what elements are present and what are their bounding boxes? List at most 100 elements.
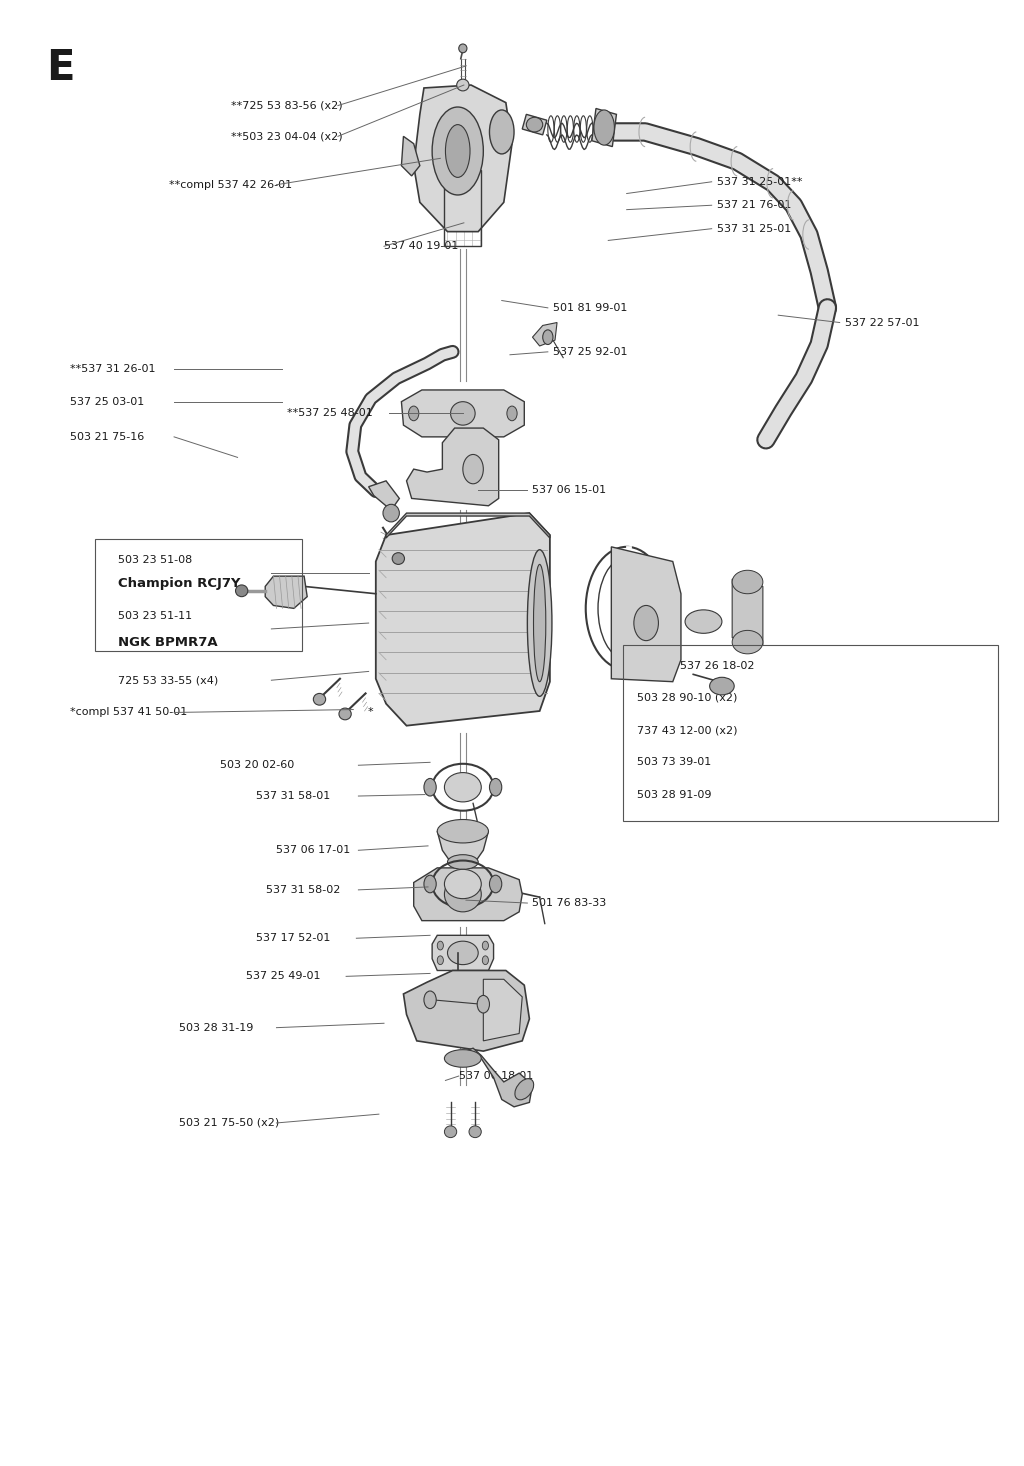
Bar [95,539,302,651]
Polygon shape [401,136,420,176]
Polygon shape [265,576,307,608]
Text: 537 06 17-01: 537 06 17-01 [276,846,351,855]
Text: E: E [46,47,75,89]
Text: 503 28 91-09: 503 28 91-09 [637,790,712,799]
Ellipse shape [437,819,488,843]
Ellipse shape [457,79,469,91]
Text: 537 31 25-01: 537 31 25-01 [717,224,792,233]
Text: 737 43 12-00 (x2): 737 43 12-00 (x2) [637,726,737,734]
Polygon shape [407,428,499,506]
Ellipse shape [432,107,483,195]
Text: NGK BPMR7A: NGK BPMR7A [118,636,217,648]
Text: **725 53 83-56 (x2): **725 53 83-56 (x2) [231,101,343,110]
Polygon shape [432,935,494,970]
Ellipse shape [482,956,488,965]
Ellipse shape [463,454,483,484]
Text: 503 23 51-08: 503 23 51-08 [118,556,193,564]
Ellipse shape [534,564,546,682]
Ellipse shape [409,406,419,421]
Text: 537 25 49-01: 537 25 49-01 [246,972,321,981]
Ellipse shape [685,610,722,633]
Ellipse shape [469,1126,481,1138]
Text: *: * [368,708,374,717]
Ellipse shape [732,570,763,594]
Text: 537 31 58-01: 537 31 58-01 [256,792,331,800]
Text: 537 21 76-01: 537 21 76-01 [717,201,792,210]
Polygon shape [611,547,681,682]
Text: 537 06 15-01: 537 06 15-01 [532,485,606,494]
Text: **compl 537 42 26-01: **compl 537 42 26-01 [169,180,292,189]
Ellipse shape [437,941,443,950]
Text: 503 28 31-19: 503 28 31-19 [179,1023,254,1032]
Ellipse shape [447,941,478,965]
Text: 537 31 58-02: 537 31 58-02 [266,885,341,894]
Text: 537 22 57-01: 537 22 57-01 [845,318,920,327]
Polygon shape [483,979,522,1041]
Text: 537 25 03-01: 537 25 03-01 [70,397,144,406]
Ellipse shape [236,585,248,597]
Ellipse shape [482,941,488,950]
Text: 725 53 33-55 (x4): 725 53 33-55 (x4) [118,676,218,685]
Text: **503 23 04-04 (x2): **503 23 04-04 (x2) [231,132,343,141]
Polygon shape [414,85,512,232]
Ellipse shape [339,708,351,720]
Text: 537 31 25-01**: 537 31 25-01** [717,177,802,186]
Polygon shape [592,108,616,147]
Polygon shape [522,114,547,135]
Text: **537 31 26-01: **537 31 26-01 [70,365,155,374]
Text: *compl 537 41 50-01: *compl 537 41 50-01 [70,708,187,717]
Polygon shape [444,1048,532,1107]
Ellipse shape [489,778,502,796]
Text: 537 06 18-01: 537 06 18-01 [459,1072,534,1080]
Ellipse shape [459,44,467,53]
Polygon shape [386,513,550,538]
Ellipse shape [444,869,481,899]
Text: 537 17 52-01: 537 17 52-01 [256,934,331,943]
Ellipse shape [447,855,478,869]
Text: **537 25 48-01: **537 25 48-01 [287,409,373,418]
Polygon shape [532,323,557,346]
Text: *compl 537 26 18-02: *compl 537 26 18-02 [637,661,755,670]
Text: 503 21 75-16: 503 21 75-16 [70,432,144,441]
Ellipse shape [424,991,436,1009]
Polygon shape [376,513,550,726]
Ellipse shape [392,553,404,564]
Polygon shape [403,970,529,1051]
Ellipse shape [489,110,514,154]
Ellipse shape [515,1079,534,1100]
Polygon shape [401,390,524,437]
Ellipse shape [732,630,763,654]
Ellipse shape [507,406,517,421]
Text: Champion RCJ7Y: Champion RCJ7Y [118,578,241,589]
Text: 503 28 90-10 (x2): 503 28 90-10 (x2) [637,693,737,702]
Ellipse shape [543,330,553,345]
Polygon shape [414,868,522,921]
Text: 503 21 75-50 (x2): 503 21 75-50 (x2) [179,1119,280,1127]
Polygon shape [437,831,488,862]
Ellipse shape [710,677,734,695]
Ellipse shape [444,877,481,912]
Ellipse shape [437,956,443,965]
Polygon shape [732,579,763,645]
Ellipse shape [526,117,543,132]
Text: 503 20 02-60: 503 20 02-60 [220,761,295,770]
Bar [444,170,481,246]
Polygon shape [369,481,399,510]
Ellipse shape [489,875,502,893]
Ellipse shape [444,1050,481,1067]
Text: 537 25 92-01: 537 25 92-01 [553,347,628,356]
Ellipse shape [424,778,436,796]
Ellipse shape [424,875,436,893]
Ellipse shape [445,125,470,177]
Ellipse shape [477,995,489,1013]
Ellipse shape [634,605,658,641]
Ellipse shape [313,693,326,705]
Ellipse shape [444,1126,457,1138]
Text: 537 40 19-01: 537 40 19-01 [384,242,459,251]
Bar [623,645,998,821]
Text: 501 76 83-33: 501 76 83-33 [532,899,607,907]
Text: 503 73 39-01: 503 73 39-01 [637,758,712,767]
Ellipse shape [451,402,475,425]
Text: 503 23 51-11: 503 23 51-11 [118,611,191,620]
Ellipse shape [444,773,481,802]
